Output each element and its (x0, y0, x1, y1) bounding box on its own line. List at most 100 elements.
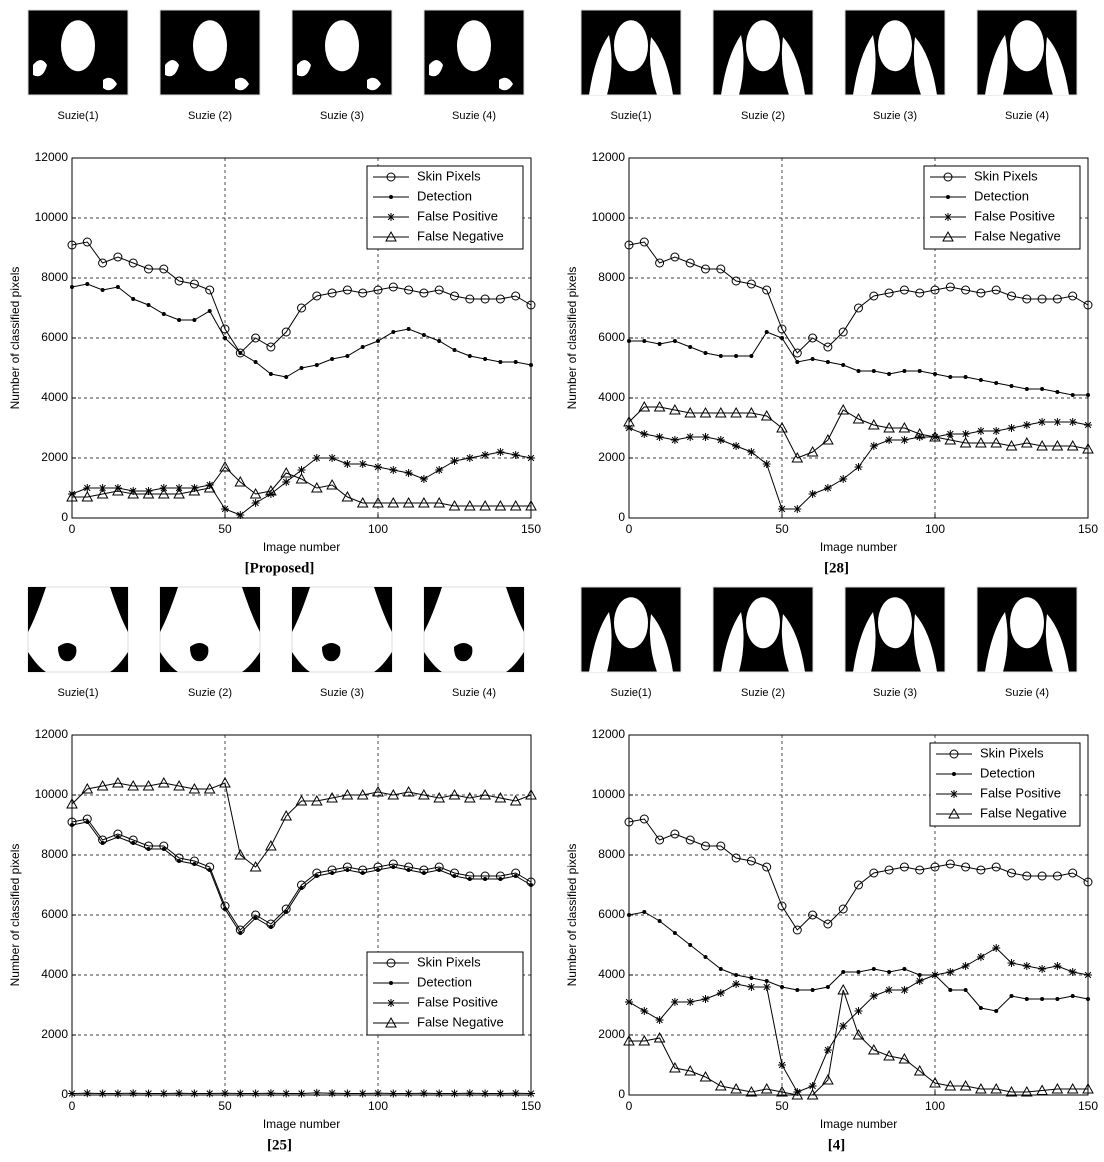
marker-triangle (81, 490, 94, 502)
marker-star (98, 1089, 107, 1098)
y-axis-label: Number of classified pixels (8, 844, 22, 987)
marker-star (808, 1082, 817, 1090)
marker-star (435, 1089, 444, 1098)
marker-star (762, 983, 771, 991)
marker-star (1007, 959, 1016, 967)
marker-circle (98, 258, 108, 268)
marker-triangle (1082, 1082, 1094, 1094)
x-tick-label: 0 (69, 522, 76, 536)
y-tick-label: 0 (618, 1087, 625, 1101)
marker-star (686, 998, 695, 1006)
marker-circle (1022, 871, 1032, 881)
marker-circle (777, 324, 787, 334)
marker-triangle (653, 400, 666, 412)
marker-triangle (791, 1088, 804, 1100)
marker-circle (144, 264, 153, 274)
marker-star (992, 944, 1001, 952)
y-axis-label: Number of classified pixels (8, 267, 22, 410)
marker-star (144, 1089, 153, 1098)
marker-dot (1009, 384, 1014, 388)
legend-label: Detection (974, 188, 1029, 203)
marker-star (732, 442, 741, 450)
marker-star (808, 490, 817, 498)
legend-box (929, 742, 1081, 827)
marker-star (251, 499, 260, 507)
marker-dot (391, 865, 396, 869)
marker-circle (884, 288, 894, 298)
legend-label: Detection (417, 974, 472, 989)
marker-dot (764, 979, 769, 983)
marker-dot (887, 372, 892, 376)
marker-star (1068, 418, 1077, 426)
x-tick-label: 0 (626, 522, 633, 536)
marker-dot (253, 360, 258, 364)
marker-star (190, 1089, 199, 1098)
marker-circle (792, 348, 802, 358)
marker-dot (978, 1006, 983, 1010)
marker-triangle (385, 1016, 397, 1028)
marker-triangle (1005, 1085, 1018, 1097)
marker-circle (943, 172, 953, 182)
marker-triangle (714, 406, 727, 418)
marker-star (793, 505, 802, 513)
x-tick-label: 100 (925, 522, 945, 536)
marker-circle (342, 285, 352, 295)
marker-dot (467, 877, 472, 881)
marker-triangle (356, 788, 369, 800)
x-tick-label: 50 (218, 522, 232, 536)
marker-dot (841, 363, 846, 367)
y-tick-label: 2000 (598, 1027, 625, 1041)
marker-dot (131, 297, 136, 301)
marker-star (931, 971, 939, 979)
marker-triangle (867, 1043, 880, 1055)
marker-circle (685, 835, 695, 845)
marker-dot (1009, 994, 1014, 998)
marker-triangle (418, 496, 430, 508)
marker-triangle (806, 445, 819, 457)
marker-dot (483, 357, 488, 361)
marker-circle (67, 240, 77, 250)
marker-circle (716, 841, 726, 851)
marker-dot (85, 282, 90, 286)
marker-dot (795, 988, 800, 992)
marker-triangle (310, 481, 323, 493)
marker-triangle (295, 794, 308, 806)
marker-dot (452, 348, 457, 352)
marker-dot (483, 877, 488, 881)
marker-star (900, 986, 909, 994)
x-axis-label: Image number (820, 1117, 897, 1131)
thumbnail-label: Suzie(1) (611, 110, 652, 122)
marker-dot (703, 351, 708, 355)
marker-star (915, 977, 924, 985)
thumbnail-shape (190, 643, 209, 662)
marker-triangle (1051, 439, 1064, 451)
marker-dot (1055, 997, 1060, 1001)
y-tick-label: 10000 (35, 787, 69, 801)
marker-circle (159, 264, 169, 274)
series-line (71, 241, 532, 354)
marker-circle (386, 172, 396, 182)
marker-dot (780, 336, 784, 340)
marker-circle (386, 958, 396, 968)
marker-triangle (494, 791, 507, 803)
thumbnail-shape (878, 597, 912, 649)
marker-star (1038, 965, 1047, 973)
marker-circle (639, 814, 649, 824)
thumbnail-shape (746, 20, 780, 72)
marker-circle (945, 859, 955, 869)
marker-star (113, 484, 122, 492)
marker-circle (655, 258, 665, 268)
marker-triangle (730, 1082, 742, 1094)
marker-star (511, 1089, 520, 1098)
marker-circle (777, 901, 787, 911)
x-tick-label: 150 (521, 1099, 541, 1113)
marker-star (328, 454, 337, 462)
marker-star (282, 478, 291, 486)
marker-dot (437, 868, 442, 872)
marker-triangle (341, 788, 354, 800)
marker-circle (854, 880, 863, 890)
marker-triangle (638, 400, 651, 412)
marker-dot (70, 285, 74, 289)
marker-star (83, 1089, 92, 1098)
marker-dot (146, 303, 151, 307)
